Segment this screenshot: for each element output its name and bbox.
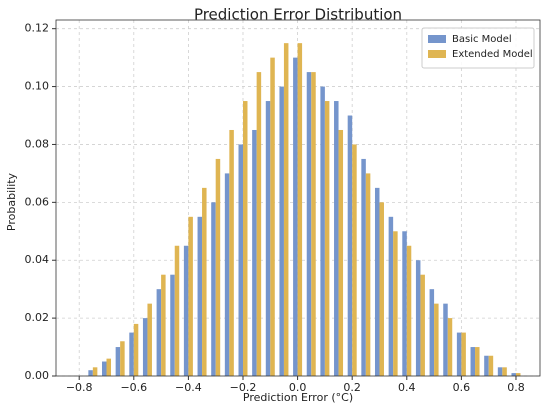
bar xyxy=(361,158,366,376)
bar xyxy=(297,43,303,376)
bar xyxy=(120,341,125,376)
bar xyxy=(415,260,421,376)
x-tick-label: −0.8 xyxy=(66,381,93,394)
bar xyxy=(133,323,139,376)
bar xyxy=(379,202,384,376)
legend-swatch xyxy=(428,35,446,43)
y-tick-label: 0.06 xyxy=(25,195,50,208)
bar xyxy=(406,245,412,376)
bar xyxy=(324,101,330,376)
chart-title: Prediction Error Distribution xyxy=(194,6,402,24)
bar xyxy=(265,101,271,376)
bar xyxy=(402,231,407,376)
legend-box xyxy=(421,27,535,69)
bar xyxy=(197,216,203,376)
x-axis-label: Prediction Error (°C) xyxy=(243,391,353,404)
bar xyxy=(334,101,339,376)
bar xyxy=(170,274,175,376)
bar xyxy=(156,289,162,376)
x-tick-label: 0.0 xyxy=(289,381,307,394)
legend-label: Extended Model xyxy=(452,49,533,60)
bar xyxy=(147,303,152,376)
plot-frame xyxy=(55,19,541,377)
bar xyxy=(215,158,221,376)
bar xyxy=(352,144,357,376)
bar xyxy=(129,332,134,376)
bar xyxy=(311,72,316,376)
x-tick-label: 0.6 xyxy=(453,381,471,394)
bar xyxy=(488,355,494,376)
bar xyxy=(229,129,234,376)
bar xyxy=(443,303,448,376)
bar xyxy=(293,57,298,377)
bar xyxy=(497,367,503,376)
legend-label: Basic Model xyxy=(452,34,512,45)
bar xyxy=(174,245,180,376)
x-tick-label: 0.8 xyxy=(507,381,525,394)
bar xyxy=(224,173,230,376)
x-tick-label: −0.2 xyxy=(230,381,257,394)
bar xyxy=(338,129,344,376)
bar xyxy=(211,202,216,376)
bar xyxy=(434,303,439,376)
x-tick-label: 0.2 xyxy=(343,381,361,394)
bar xyxy=(183,245,189,376)
y-tick-label: 0.08 xyxy=(25,137,50,150)
bar xyxy=(320,86,325,377)
y-tick-label: 0.00 xyxy=(25,369,50,382)
y-tick-label: 0.10 xyxy=(25,80,50,93)
bar xyxy=(484,355,489,376)
bar xyxy=(256,72,262,376)
y-tick-label: 0.02 xyxy=(25,311,50,324)
bar xyxy=(242,101,248,376)
bar xyxy=(374,187,380,376)
bar xyxy=(470,347,476,376)
bar xyxy=(388,216,394,376)
bar xyxy=(429,289,435,376)
bar xyxy=(306,72,312,376)
bar xyxy=(188,216,193,376)
x-tick-label: −0.4 xyxy=(175,381,202,394)
y-tick-label: 0.04 xyxy=(25,253,50,266)
bar xyxy=(238,144,243,376)
bar xyxy=(102,361,107,376)
bar xyxy=(142,318,148,376)
bar xyxy=(115,347,121,376)
bar xyxy=(461,332,466,376)
bar xyxy=(279,86,284,377)
bar xyxy=(92,367,98,376)
bar xyxy=(502,367,507,376)
bar xyxy=(475,347,480,376)
bar xyxy=(161,274,166,376)
y-axis-label: Probability xyxy=(5,172,18,231)
bar xyxy=(252,129,257,376)
bar xyxy=(420,274,425,376)
bar xyxy=(106,358,112,376)
bar xyxy=(365,173,371,376)
x-tick-label: 0.4 xyxy=(398,381,416,394)
bar xyxy=(88,370,93,376)
x-tick-label: −0.6 xyxy=(120,381,147,394)
bar xyxy=(456,332,462,376)
y-tick-label: 0.12 xyxy=(25,22,50,35)
bar xyxy=(515,373,521,376)
bar xyxy=(447,318,453,376)
bar xyxy=(202,187,207,376)
bar xyxy=(511,373,516,376)
bar xyxy=(283,43,289,376)
bar xyxy=(393,231,398,376)
legend-swatch xyxy=(428,50,446,58)
bar xyxy=(270,57,275,377)
bar xyxy=(347,115,353,376)
